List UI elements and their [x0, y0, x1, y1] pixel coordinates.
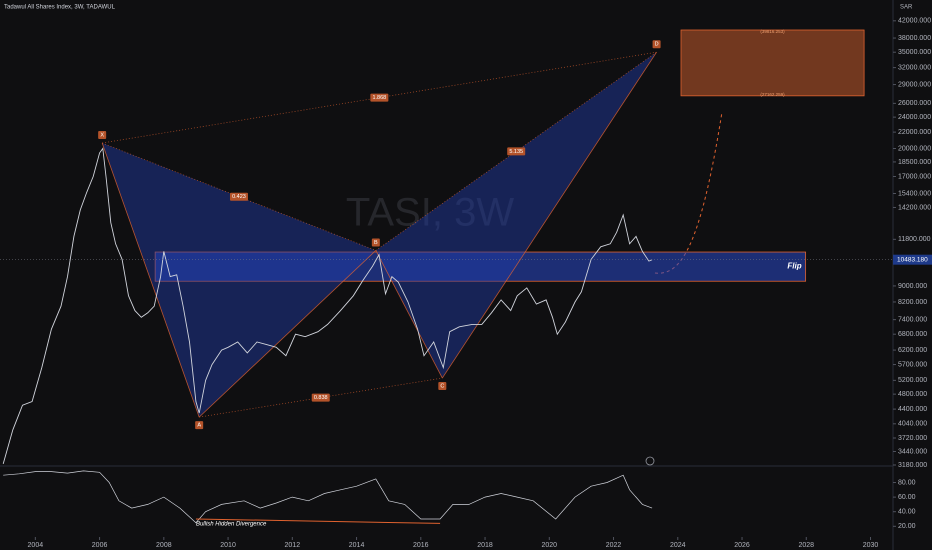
- y-tick-label: 5200.000: [898, 377, 927, 384]
- zone-bottom-label: (27162.259): [760, 92, 785, 97]
- y-tick-label: 22000.000: [898, 129, 931, 136]
- y-tick-label: 9000.000: [898, 283, 927, 290]
- ratio-box: [507, 147, 526, 156]
- y-tick-label: 15400.000: [898, 190, 931, 197]
- watermark: TASI, 3W: [346, 191, 514, 235]
- y-tick-label: 5700.000: [898, 361, 927, 368]
- pattern-point: [371, 238, 380, 247]
- replay-icon: [645, 456, 655, 466]
- x-tick-label: 2006: [92, 542, 108, 549]
- pattern-point: [652, 40, 661, 49]
- x-tick-label: 2014: [349, 542, 365, 549]
- x-tick-label: 2024: [670, 542, 686, 549]
- pattern-point: [195, 421, 204, 430]
- x-tick-label: 2012: [285, 542, 301, 549]
- x-tick-label: 2028: [798, 542, 814, 549]
- pattern-point: [98, 131, 107, 140]
- zone-top-label: (39816.253): [760, 29, 785, 34]
- pattern-point-label: X: [100, 132, 104, 138]
- y-tick-label: 40.00: [898, 509, 916, 516]
- ratio-label: 5.135: [509, 149, 523, 155]
- pattern-point-label: D: [655, 42, 659, 48]
- currency: SAR: [900, 5, 913, 11]
- price-line: [3, 470, 653, 524]
- ratio-box: [311, 393, 330, 402]
- x-tick-label: 2008: [156, 542, 172, 549]
- y-tick-label: 32000.000: [898, 64, 931, 71]
- y-tick-label: 29000.000: [898, 81, 931, 88]
- ratio-line: [102, 51, 657, 144]
- last-price-tag: [893, 254, 932, 265]
- pattern-point: [438, 382, 447, 391]
- y-tick-label: 3180.000: [898, 462, 927, 469]
- pattern-leg: [441, 51, 657, 379]
- pattern-point-label: A: [197, 423, 201, 429]
- chart-title: Tadawul All Shares Index, 3W, TADAWUL: [4, 5, 116, 11]
- pattern-point-label: C: [440, 384, 444, 390]
- ratio-box: [229, 192, 248, 201]
- x-tick-label: 2026: [734, 542, 750, 549]
- x-tick-label: 2018: [477, 542, 493, 549]
- y-tick-label: 14200.000: [898, 204, 931, 211]
- ratio-box: [370, 93, 389, 102]
- y-tick-label: 26000.000: [898, 100, 931, 107]
- y-tick-label: 4800.000: [898, 391, 927, 398]
- pattern-point-label: B: [374, 240, 378, 246]
- pattern-leg: [101, 142, 200, 418]
- y-tick-label: 80.00: [898, 479, 916, 486]
- x-tick-label: 2020: [542, 542, 558, 549]
- x-tick-label: 2022: [606, 542, 622, 549]
- divergence-line: [195, 518, 441, 524]
- x-tick-label: 2016: [413, 542, 429, 549]
- target-zone: [680, 29, 865, 97]
- ratio-label: 1.868: [372, 95, 386, 101]
- y-tick-label: 3440.000: [898, 448, 927, 455]
- y-tick-label: 42000.000: [898, 18, 931, 25]
- y-tick-label: 6200.000: [898, 347, 927, 354]
- y-tick-label: 18500.000: [898, 159, 931, 166]
- x-tick-label: 2004: [28, 542, 44, 549]
- pattern-leg: [375, 250, 443, 379]
- y-tick-label: 24000.000: [898, 114, 931, 121]
- flip-zone: [154, 251, 807, 282]
- y-tick-label: 20000.000: [898, 145, 931, 152]
- y-tick-label: 60.00: [898, 494, 916, 501]
- y-tick-label: 17000.000: [898, 173, 931, 180]
- last-price-label: 10483.180: [897, 256, 928, 263]
- x-tick-label: 2010: [220, 542, 236, 549]
- y-tick-label: 35000.000: [898, 49, 931, 56]
- ratio-label: 0.423: [232, 194, 246, 200]
- flip-label: Flip: [787, 262, 801, 271]
- y-tick-label: 4040.000: [898, 421, 927, 428]
- ratio-label: 0.838: [314, 395, 328, 401]
- pattern-fill: [102, 143, 376, 418]
- pattern-fill: [375, 52, 657, 379]
- projection-path: [654, 111, 723, 274]
- y-tick-label: 20.00: [898, 523, 916, 530]
- x-tick-label: 2030: [863, 542, 879, 549]
- pattern-leg: [198, 250, 377, 418]
- y-tick-label: 6800.000: [898, 331, 927, 338]
- y-tick-label: 4400.000: [898, 406, 927, 413]
- y-tick-label: 11800.000: [898, 236, 931, 243]
- y-tick-label: 3720.000: [898, 435, 927, 442]
- divergence-label: Bullish Hidden Divergence: [196, 522, 267, 528]
- y-tick-label: 7400.000: [898, 316, 927, 323]
- y-tick-label: 38000.000: [898, 35, 931, 42]
- y-tick-label: 8200.000: [898, 299, 927, 306]
- price-line: [2, 147, 653, 465]
